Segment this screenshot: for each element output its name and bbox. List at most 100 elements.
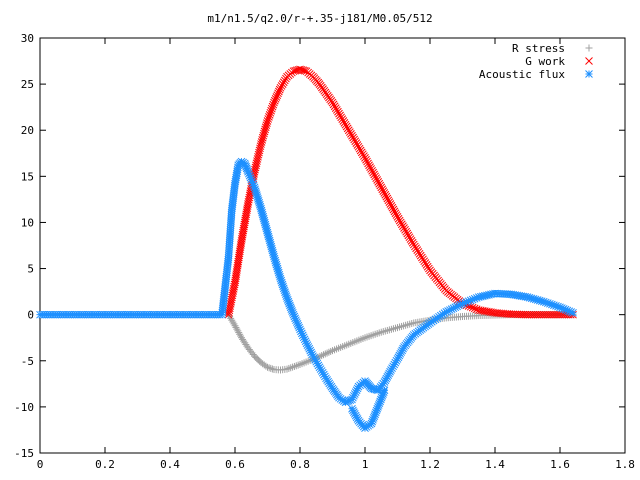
- data-point: [405, 233, 414, 242]
- data-point: [384, 196, 393, 205]
- data-point: [569, 308, 577, 317]
- data-point: [380, 189, 389, 197]
- data-point: [347, 130, 355, 138]
- data-point: [406, 235, 415, 243]
- data-point: [361, 154, 369, 162]
- data-point: [374, 178, 383, 186]
- data-point: [368, 166, 376, 175]
- data-point: [278, 80, 287, 88]
- data-point: [265, 110, 274, 119]
- series-acoustic-flux: [36, 157, 577, 432]
- legend-marker: [585, 44, 593, 52]
- data-point: [276, 83, 285, 92]
- data-point: [380, 386, 389, 395]
- data-point: [382, 192, 391, 201]
- data-point: [364, 159, 372, 168]
- data-point: [356, 146, 365, 155]
- y-tick-label: -5: [21, 355, 34, 368]
- data-point: [327, 347, 335, 355]
- data-point: [365, 161, 373, 170]
- data-point: [328, 98, 337, 107]
- data-point: [330, 102, 339, 111]
- data-point: [376, 181, 385, 190]
- data-point: [266, 108, 275, 117]
- data-point: [264, 115, 273, 123]
- legend-label: G work: [525, 55, 565, 68]
- data-point: [336, 111, 344, 120]
- data-point: [319, 351, 327, 359]
- data-point: [351, 137, 360, 146]
- data-point: [468, 303, 477, 312]
- data-point: [339, 117, 348, 125]
- data-point: [470, 304, 479, 313]
- data-point: [402, 227, 411, 236]
- y-tick-label: 20: [21, 124, 34, 137]
- legend-label: R stress: [512, 42, 565, 55]
- data-point: [345, 128, 354, 136]
- data-point: [267, 104, 276, 113]
- x-tick-label: 1.8: [615, 458, 635, 471]
- legend-marker: [585, 70, 593, 78]
- data-point: [353, 141, 362, 149]
- data-point: [331, 104, 340, 112]
- data-point: [360, 152, 368, 160]
- data-point: [403, 229, 412, 238]
- data-point: [363, 157, 371, 166]
- data-point: [366, 163, 374, 171]
- data-point: [383, 194, 392, 203]
- data-point: [390, 207, 399, 216]
- data-point: [362, 155, 370, 164]
- data-point: [332, 106, 341, 114]
- data-point: [395, 216, 404, 225]
- data-point: [338, 115, 347, 124]
- axes: 0 0.2 0.4 0.6 0.8 1 1.2 1.4 1.6 1.8 -15 -10 -5 0 5 10 15…: [14, 32, 635, 471]
- data-point: [397, 220, 406, 229]
- data-point: [335, 109, 343, 118]
- data-point: [318, 352, 326, 360]
- data-point: [372, 174, 381, 183]
- y-tick-label: 30: [21, 32, 34, 45]
- data-point: [354, 142, 363, 151]
- plot-frame: [39, 37, 626, 454]
- data-point: [388, 203, 397, 212]
- data-point: [334, 107, 342, 116]
- data-point: [343, 124, 352, 133]
- data-point: [400, 224, 408, 232]
- data-point: [385, 198, 394, 207]
- data-point: [386, 200, 395, 208]
- data-point: [263, 117, 272, 125]
- x-tick-label: 1: [362, 458, 369, 471]
- data-point: [367, 165, 375, 173]
- data-point: [369, 168, 377, 177]
- data-point: [337, 113, 346, 122]
- data-point: [349, 133, 357, 142]
- data-point: [268, 102, 277, 111]
- x-tick-label: 1.6: [550, 458, 570, 471]
- data-point: [391, 209, 400, 218]
- data-point: [325, 348, 333, 356]
- data-point: [371, 172, 380, 181]
- data-point: [267, 106, 275, 115]
- y-tick-label: -15: [14, 447, 34, 460]
- data-point: [275, 85, 284, 94]
- data-point: [404, 231, 413, 240]
- data-point: [399, 222, 407, 230]
- data-point: [279, 78, 288, 87]
- data-point: [265, 113, 273, 121]
- data-point: [373, 176, 382, 184]
- data-point: [267, 364, 275, 372]
- x-tick-label: 0.2: [95, 458, 115, 471]
- x-tick-label: 0.6: [225, 458, 245, 471]
- data-point: [344, 126, 353, 135]
- y-tick-label: 5: [27, 263, 34, 276]
- data-point: [381, 190, 390, 199]
- y-tick-label: 0: [27, 309, 34, 322]
- data-point: [264, 363, 271, 371]
- x-tick-label: 0: [37, 458, 44, 471]
- x-tick-label: 0.8: [290, 458, 310, 471]
- data-point: [357, 148, 366, 157]
- data-point: [329, 100, 338, 109]
- chart-title: m1/n1.5/q2.0/r-+.35-j181/M0.05/512: [207, 12, 432, 25]
